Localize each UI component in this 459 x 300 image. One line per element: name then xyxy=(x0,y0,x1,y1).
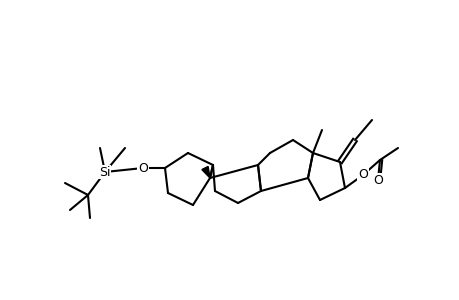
Text: Si: Si xyxy=(99,166,111,178)
Text: O: O xyxy=(372,173,382,187)
Text: O: O xyxy=(357,169,367,182)
Polygon shape xyxy=(202,167,210,178)
Text: O: O xyxy=(138,161,148,175)
